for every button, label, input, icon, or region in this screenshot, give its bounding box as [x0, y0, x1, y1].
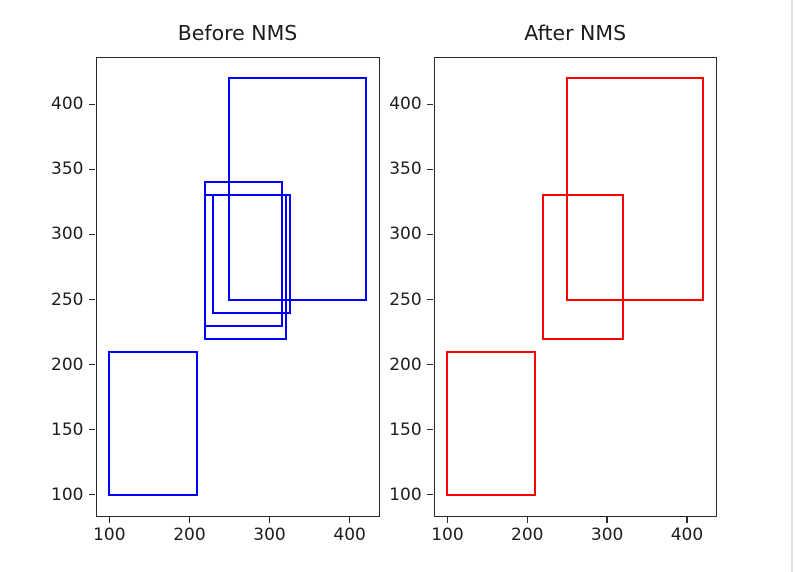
- y-tick-mark: [89, 298, 95, 301]
- y-tick-label: 350: [51, 159, 84, 180]
- x-tick-label: 200: [173, 525, 206, 545]
- bounding-box: [446, 350, 537, 496]
- y-tick-label: 150: [389, 419, 422, 440]
- x-tick-mark: [108, 517, 111, 523]
- x-tick-label: 200: [511, 525, 544, 545]
- window-edge-line: [791, 0, 793, 572]
- y-tick-mark: [89, 428, 95, 431]
- y-tick-mark: [427, 168, 434, 171]
- y-tick-label: 400: [51, 94, 84, 115]
- y-tick-label: 200: [51, 354, 84, 375]
- y-tick-mark: [427, 233, 434, 236]
- y-tick-label: 100: [51, 484, 84, 505]
- y-tick-mark: [427, 363, 434, 366]
- y-tick-mark: [89, 493, 95, 496]
- x-tick-label: 100: [431, 525, 464, 545]
- y-tick-label: 300: [51, 224, 84, 245]
- y-tick-mark: [89, 233, 95, 236]
- y-tick-mark: [427, 493, 434, 496]
- y-tick-label: 400: [389, 94, 422, 115]
- x-tick-label: 400: [333, 525, 366, 545]
- plot-title-before-nms: Before NMS: [177, 20, 298, 45]
- y-tick-mark: [89, 103, 95, 106]
- y-tick-label: 350: [389, 159, 422, 180]
- x-tick-mark: [606, 517, 608, 523]
- y-tick-mark: [427, 428, 434, 431]
- bounding-box: [542, 194, 625, 340]
- y-tick-label: 250: [51, 289, 84, 310]
- x-tick-mark: [686, 517, 688, 523]
- bounding-box: [212, 194, 291, 314]
- bounding-box: [566, 77, 704, 301]
- axes-before-nms: Before NMS 100 200 300 400 100 150 200 250 300 35…: [51, 21, 380, 545]
- y-tick-mark: [427, 103, 434, 106]
- y-tick-label: 300: [389, 224, 422, 245]
- bounding-box: [108, 350, 199, 496]
- x-tick-label: 300: [253, 525, 286, 545]
- x-tick-mark: [348, 517, 351, 523]
- y-tick-label: 100: [389, 484, 422, 505]
- axes-after-nms: After NMS 100 200 300 400 100 150 200 250 300 350…: [389, 21, 717, 545]
- x-tick-label: 400: [670, 525, 704, 545]
- y-tick-mark: [89, 363, 95, 366]
- y-tick-label: 250: [389, 289, 422, 310]
- x-tick-mark: [526, 517, 529, 523]
- y-tick-label: 200: [389, 354, 422, 375]
- x-tick-mark: [268, 517, 271, 523]
- x-tick-label: 300: [590, 525, 624, 545]
- bounding-box: [204, 181, 283, 327]
- y-tick-label: 150: [51, 419, 84, 440]
- x-tick-mark: [446, 517, 449, 523]
- x-tick-mark: [188, 517, 191, 523]
- bounding-box: [228, 77, 367, 301]
- plot-title-after-nms: After NMS: [524, 20, 627, 45]
- y-tick-mark: [89, 168, 95, 171]
- y-tick-mark: [427, 298, 434, 301]
- x-tick-label: 100: [93, 525, 126, 545]
